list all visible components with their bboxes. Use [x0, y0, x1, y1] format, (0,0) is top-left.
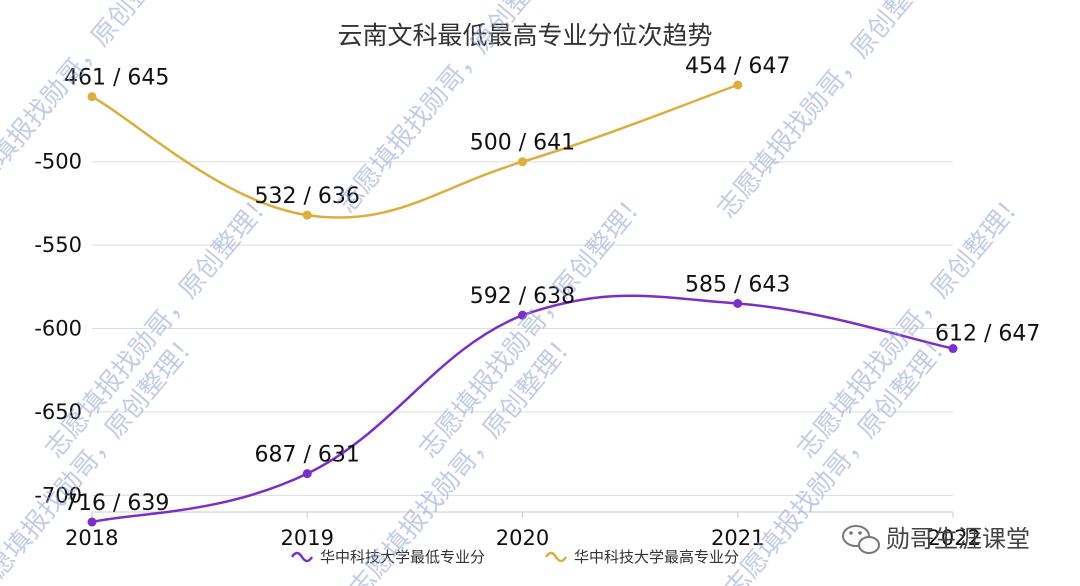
data-label: 592 / 638 — [470, 284, 575, 309]
data-point[interactable] — [87, 92, 97, 102]
y-tick-label: -600 — [34, 317, 82, 341]
legend-swatch — [290, 551, 314, 563]
legend-swatch — [544, 551, 568, 563]
y-tick-label: -700 — [34, 483, 82, 507]
brand-name: 勋哥生涯课堂 — [886, 525, 1030, 553]
data-point[interactable] — [518, 157, 527, 167]
data-label: 454 / 647 — [685, 54, 790, 79]
data-point[interactable] — [733, 299, 743, 308]
data-label: 612 / 647 — [935, 322, 1040, 347]
data-label: 585 / 643 — [685, 273, 790, 298]
data-label: 461 / 645 — [64, 66, 169, 91]
legend-item-1[interactable]: 华中科技大学最高专业分 — [544, 548, 739, 566]
chart-title: 云南文科最低最高专业分位次趋势 — [337, 21, 712, 50]
data-labels: 716 / 639 687 / 631 592 / 638 585 / 643 612 … — [64, 54, 1040, 516]
data-label: 716 / 639 — [64, 491, 169, 516]
watermark: 志愿填报找勋哥，原创整理！ — [712, 0, 952, 224]
data-point[interactable] — [302, 210, 312, 220]
series-line-0 — [91, 294, 954, 524]
y-tick-label: -650 — [34, 400, 82, 424]
watermark: 志愿填报找勋哥，原创整理！ — [414, 186, 654, 464]
data-point[interactable] — [948, 344, 958, 354]
x-tick-label: 2018 — [65, 526, 118, 550]
watermark: 志愿填报找勋哥，原创整理！ — [0, 0, 192, 212]
x-tick-label: 2022 — [928, 526, 981, 550]
data-label: 500 / 641 — [470, 131, 575, 156]
legend-label: 华中科技大学最高专业分 — [574, 548, 739, 566]
x-tick-label: 2020 — [496, 526, 549, 550]
data-point[interactable] — [302, 469, 312, 479]
gridlines — [92, 161, 953, 496]
series-layer — [87, 80, 958, 527]
legend-label: 华中科技大学最低专业分 — [320, 548, 485, 566]
data-point[interactable] — [87, 517, 97, 527]
data-label: 687 / 631 — [255, 443, 360, 468]
brand-logo: 勋哥生涯课堂 — [842, 525, 1030, 554]
data-point[interactable] — [733, 80, 743, 90]
data-point[interactable] — [518, 310, 527, 320]
x-tick-label: 2019 — [281, 526, 334, 550]
legend[interactable]: 华中科技大学最低专业分 华中科技大学最高专业分 — [290, 548, 739, 566]
y-tick-label: -500 — [34, 150, 82, 174]
x-tick-label: 2021 — [711, 526, 764, 550]
data-label: 532 / 636 — [255, 184, 360, 209]
wechat-icon — [842, 525, 880, 554]
y-tick-label: -550 — [34, 233, 82, 257]
x-axis: 2018 2019 2020 2021 2022 — [65, 511, 981, 550]
series-line-1 — [91, 83, 739, 219]
y-axis: -500 -550 -600 -650 -700 — [34, 150, 82, 508]
legend-item-0[interactable]: 华中科技大学最低专业分 — [290, 548, 485, 566]
